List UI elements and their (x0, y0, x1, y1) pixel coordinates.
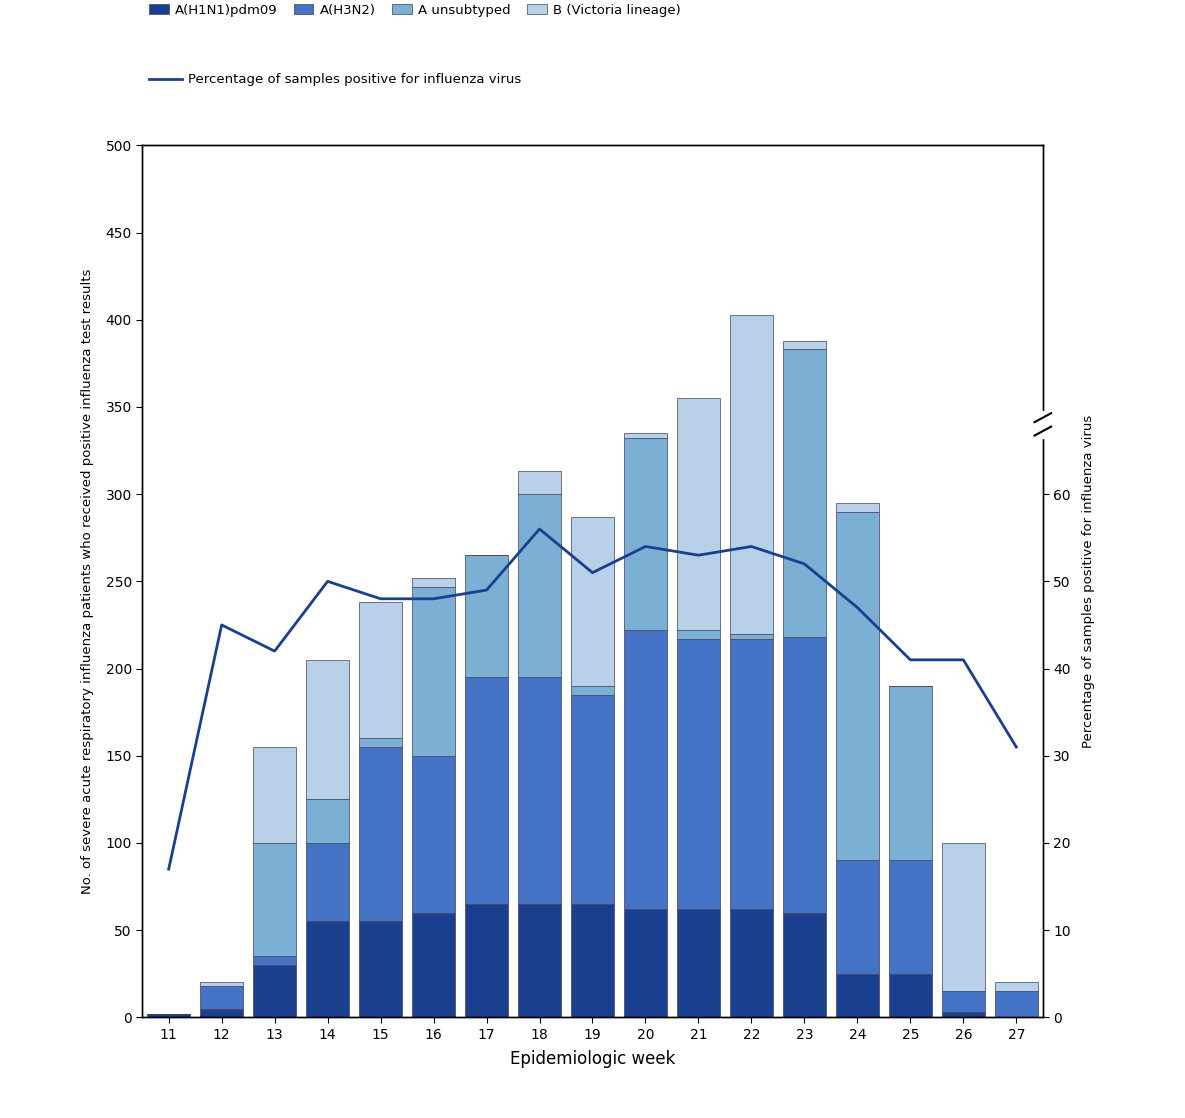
Bar (412, 912, 455, 1017)
Bar (307, 660, 348, 799)
Bar (678, 909, 719, 1017)
Bar (730, 314, 773, 634)
Bar (571, 694, 614, 904)
Bar (942, 992, 985, 1012)
Bar (837, 861, 878, 974)
Bar (624, 909, 667, 1017)
Bar (837, 512, 878, 861)
Bar (200, 983, 243, 986)
Bar (624, 433, 667, 438)
Bar (837, 974, 878, 1017)
Bar (200, 1008, 243, 1017)
Bar (412, 578, 455, 587)
Bar (889, 686, 931, 861)
Bar (200, 986, 243, 1008)
Bar (730, 634, 773, 638)
Bar (995, 992, 1038, 1017)
Bar (359, 603, 402, 738)
Bar (254, 956, 296, 965)
Bar (518, 904, 561, 1017)
Bar (254, 843, 296, 956)
Bar (571, 517, 614, 686)
Bar (412, 587, 455, 756)
Bar (624, 631, 667, 909)
Bar (783, 637, 826, 912)
Bar (518, 472, 561, 494)
Bar (571, 686, 614, 694)
Bar (942, 1012, 985, 1017)
Bar (466, 556, 507, 678)
Y-axis label: Percentage of samples positive for influenza virus: Percentage of samples positive for influ… (1082, 415, 1095, 748)
Bar (783, 912, 826, 1017)
Bar (254, 747, 296, 843)
Bar (466, 904, 507, 1017)
Bar (307, 921, 348, 1017)
Bar (307, 799, 348, 843)
Bar (359, 738, 402, 747)
Bar (678, 638, 719, 909)
Legend: Percentage of samples positive for influenza virus: Percentage of samples positive for influ… (149, 74, 521, 86)
Bar (624, 438, 667, 631)
Bar (412, 756, 455, 912)
Bar (254, 965, 296, 1017)
Bar (783, 341, 826, 350)
Bar (678, 398, 719, 631)
Bar (730, 638, 773, 909)
Bar (783, 350, 826, 637)
Bar (466, 678, 507, 904)
Bar (359, 747, 402, 921)
Bar (942, 843, 985, 992)
Bar (889, 861, 931, 974)
Y-axis label: No. of severe acute respiratory influenza patients who received positive influen: No. of severe acute respiratory influenz… (82, 268, 95, 894)
Bar (359, 921, 402, 1017)
Bar (730, 909, 773, 1017)
Bar (678, 631, 719, 638)
Bar (147, 1014, 190, 1017)
Bar (571, 904, 614, 1017)
Bar (889, 974, 931, 1017)
X-axis label: Epidemiologic week: Epidemiologic week (510, 1050, 675, 1068)
Bar (837, 503, 878, 512)
Bar (518, 494, 561, 678)
Bar (518, 678, 561, 904)
Bar (307, 843, 348, 921)
Bar (995, 983, 1038, 992)
